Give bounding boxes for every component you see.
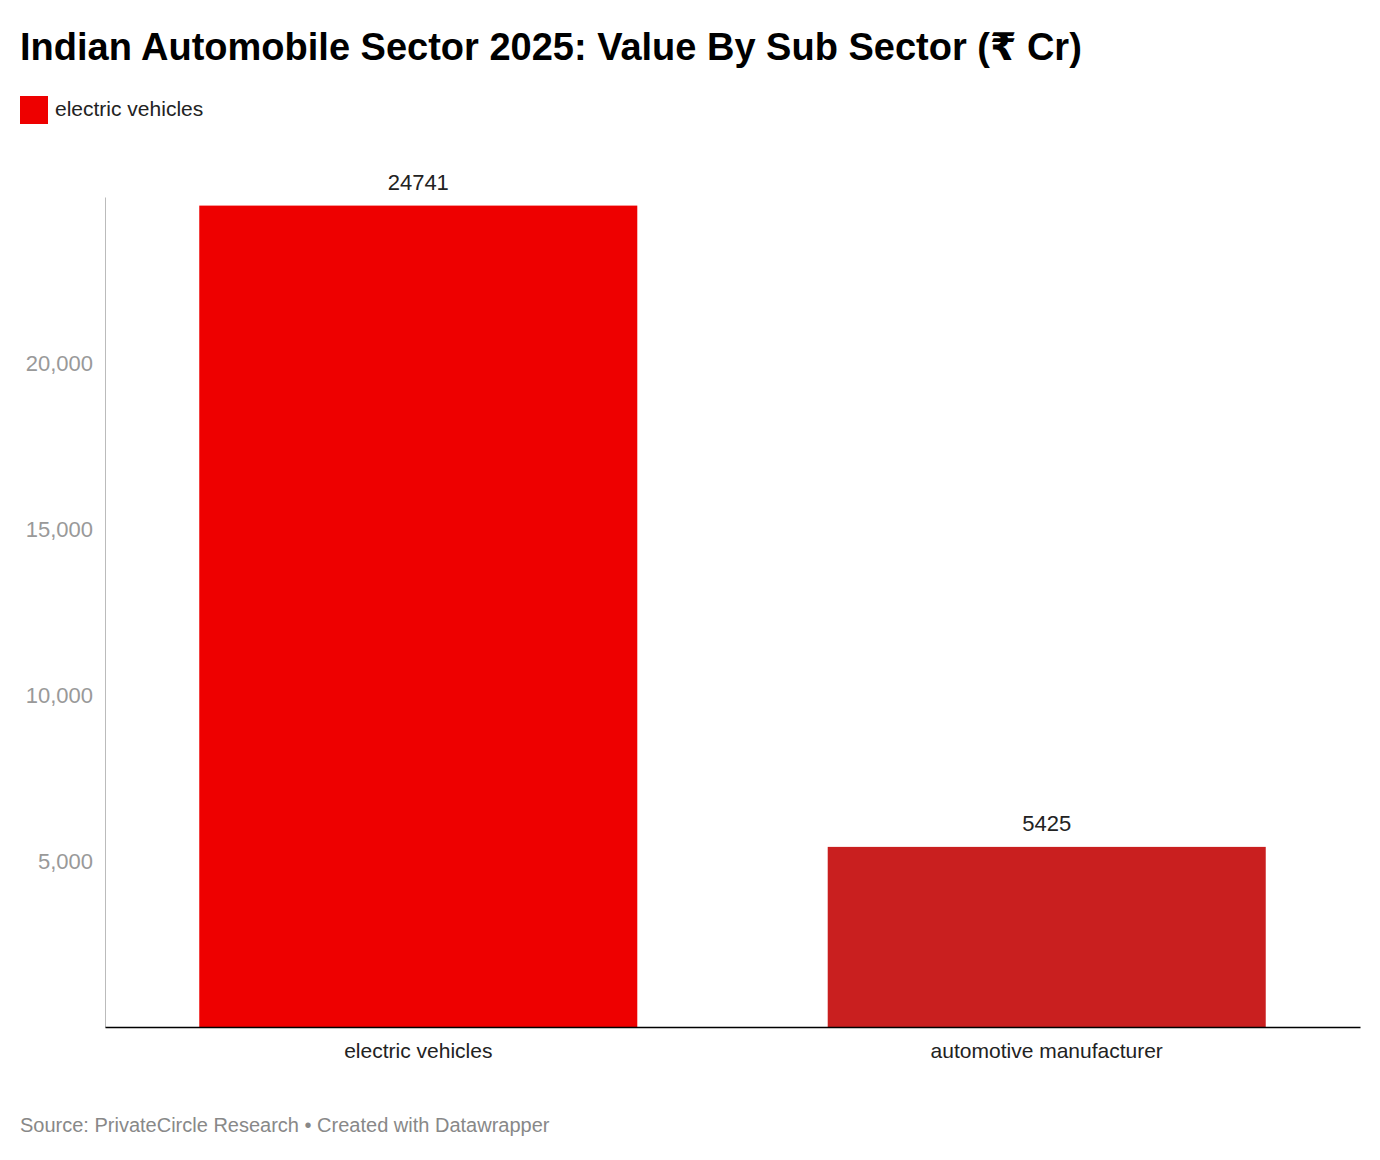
bar [199,206,637,1027]
x-tick-label: automotive manufacturer [931,1039,1163,1062]
x-tick-label: electric vehicles [344,1039,492,1062]
bars [199,206,1265,1027]
x-tick: electric vehicles [344,1027,492,1062]
data-label: 24741 [388,170,449,195]
y-axis-line [105,198,106,1028]
data-label: 5425 [1022,811,1071,836]
y-tick: 5,000 [38,849,105,874]
bar [828,847,1266,1027]
legend-swatch [20,96,48,124]
x-axis: electric vehicles automotive manufacturer [106,1027,1361,1062]
data-labels: 24741 5425 [388,170,1072,836]
y-tick-label: 10,000 [26,683,93,708]
y-tick-label: 20,000 [26,351,93,376]
x-tick: automotive manufacturer [931,1027,1163,1062]
y-tick: 20,000 [26,351,105,376]
x-axis-line [106,1027,1361,1029]
y-tick-label: 15,000 [26,517,93,542]
legend-label: electric vehicles [55,97,203,120]
y-axis: 5,000 10,000 15,000 20,000 [26,198,106,1028]
y-tick: 15,000 [26,517,105,542]
y-tick-label: 5,000 [38,849,93,874]
source: Source: PrivateCircle Research • Created… [20,1114,550,1136]
y-tick: 10,000 [26,683,105,708]
chart: Indian Automobile Sector 2025: Value By … [0,0,1380,1160]
title: Indian Automobile Sector 2025: Value By … [20,26,1082,68]
